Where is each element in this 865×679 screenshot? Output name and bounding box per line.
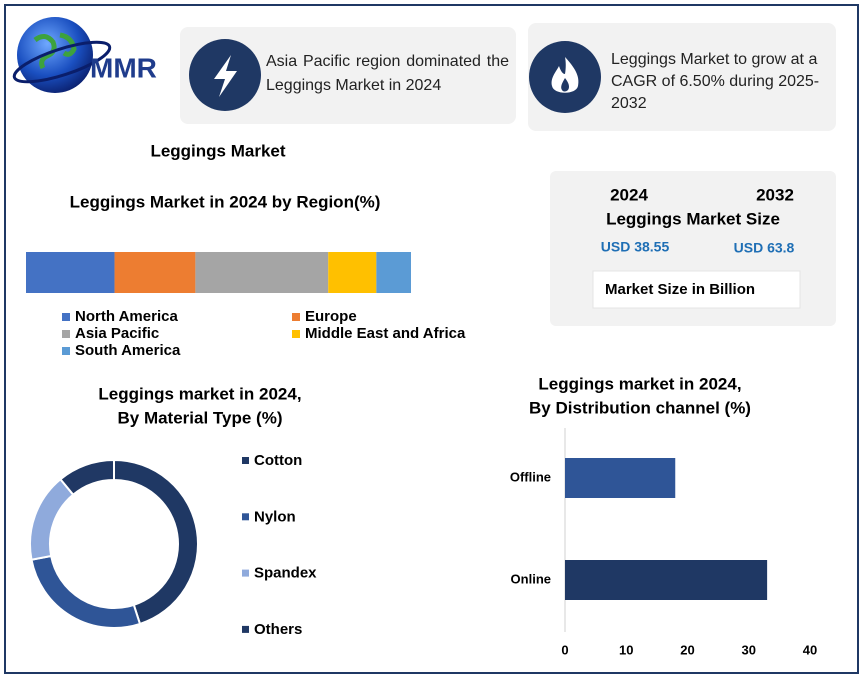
bar-segment: [114, 252, 196, 293]
bar-segment: [195, 252, 329, 293]
x-tick-label: 20: [680, 642, 694, 657]
bar-segment: [376, 252, 411, 293]
flame-icon: [551, 57, 579, 93]
y-tick-label: Offline: [510, 469, 551, 484]
legend-marker: [242, 569, 249, 577]
legend-label: Asia Pacific: [75, 325, 159, 342]
market-size-label: Leggings Market Size: [606, 209, 780, 228]
x-tick-label: 40: [803, 642, 817, 657]
bar: [565, 560, 768, 600]
legend-marker: [242, 457, 249, 464]
legend-label: South America: [75, 342, 181, 359]
bar: [565, 458, 676, 498]
x-tick-label: 30: [742, 642, 756, 657]
legend-marker: [62, 313, 70, 321]
legend-marker: [242, 625, 249, 633]
logo-text: MMR: [90, 52, 157, 83]
legend-label: Europe: [305, 308, 357, 325]
legend-label: Middle East and Africa: [305, 325, 466, 342]
donut-slice: [29, 477, 75, 561]
card: [180, 27, 516, 124]
amount: USD 38.55: [601, 239, 670, 255]
card-text: Leggings Market to grow at a CAGR of 6.5…: [611, 51, 820, 112]
chart-title: Leggings Market in 2024 by Region(%): [70, 192, 381, 211]
donut-slice: [59, 458, 115, 497]
chart-title: By Distribution channel (%): [529, 398, 751, 417]
year: 2032: [756, 185, 794, 204]
legend-label: Cotton: [254, 452, 302, 469]
card-text: Asia Pacific region dominated the Leggin…: [266, 53, 509, 94]
unit-label: Market Size in Billion: [605, 281, 755, 298]
x-tick-label: 10: [619, 642, 633, 657]
y-tick-label: Online: [511, 571, 551, 586]
bolt-icon: [214, 55, 237, 97]
legend-marker: [292, 313, 300, 321]
chart-title: Leggings market in 2024,: [98, 384, 301, 403]
year: 2024: [610, 185, 648, 204]
x-tick-label: 0: [561, 642, 568, 657]
legend-label: Spandex: [254, 565, 317, 582]
logo-globe: [17, 17, 93, 93]
legend-marker: [292, 330, 300, 338]
chart-title: Leggings market in 2024,: [538, 374, 741, 393]
legend-marker: [242, 513, 249, 521]
heading: Leggings Market: [150, 141, 285, 160]
legend-marker: [62, 330, 70, 338]
legend-label: Nylon: [254, 508, 296, 525]
donut-slice: [113, 458, 199, 626]
legend-label: North America: [75, 308, 178, 325]
donut-slice: [30, 554, 142, 629]
legend-marker: [62, 347, 70, 355]
amount: USD 63.8: [734, 240, 795, 256]
legend-label: Others: [254, 621, 302, 638]
card: [528, 23, 836, 131]
unit-box: [592, 270, 801, 309]
chart-title: By Material Type (%): [117, 408, 282, 427]
frame: [4, 4, 859, 674]
bar-segment: [26, 252, 115, 293]
bar-segment: [328, 252, 377, 293]
logo-orbit: [12, 40, 112, 84]
